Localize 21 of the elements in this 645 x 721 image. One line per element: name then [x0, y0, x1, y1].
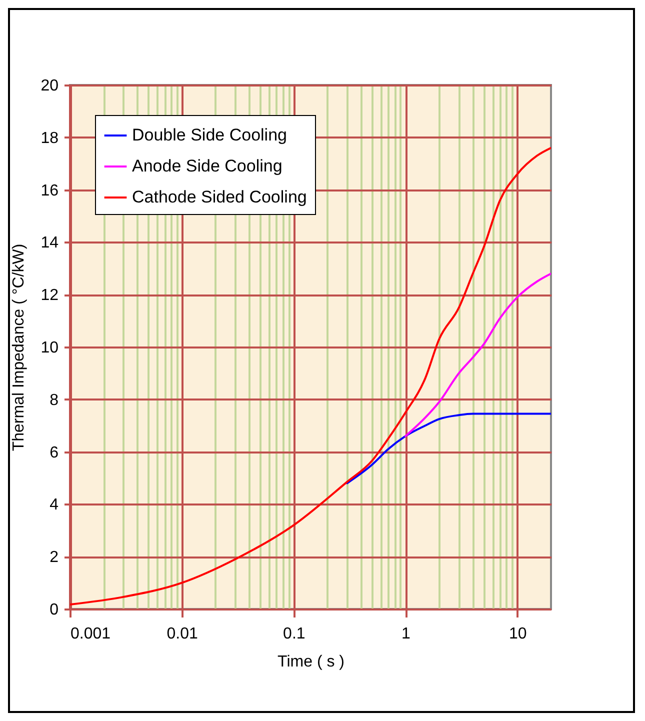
y-axis-title: Thermal Impedance ( °C/kW) [10, 244, 28, 452]
y-tick-label: 20 [40, 78, 59, 94]
y-tick-label: 16 [40, 182, 59, 200]
x-tick-label: 0.1 [283, 626, 306, 642]
x-tick-label: 0.01 [166, 626, 198, 642]
y-tick-label: 10 [40, 340, 59, 356]
y-tick-label: 4 [50, 496, 59, 514]
y-tick-label: 14 [40, 234, 59, 252]
y-tick-label: 2 [50, 549, 59, 566]
y-tick-label: 0 [50, 602, 59, 618]
x-tick-label: 10 [508, 626, 527, 642]
legend-label: Anode Side Cooling [132, 156, 282, 176]
legend-label: Cathode Sided Cooling [132, 188, 307, 206]
x-tick-label: 1 [402, 626, 411, 642]
y-tick-label: 12 [40, 287, 59, 304]
legend-label: Double Side Cooling [132, 126, 287, 144]
x-axis-title: Time ( s ) [278, 654, 344, 670]
y-tick-label: 8 [50, 392, 59, 409]
y-tick-label: 6 [50, 444, 59, 462]
x-tick-label: 0.001 [70, 626, 111, 642]
y-tick-label: 18 [40, 130, 59, 147]
